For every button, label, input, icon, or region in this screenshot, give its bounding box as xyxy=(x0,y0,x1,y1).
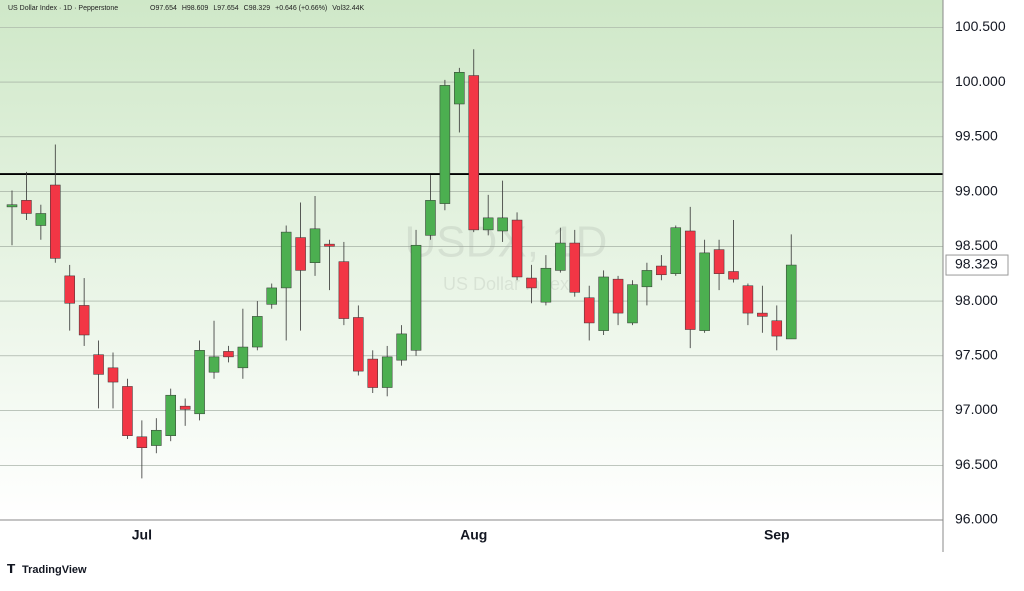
candle-body xyxy=(482,217,494,231)
x-tick-label: Aug xyxy=(460,527,487,543)
y-tick-label: 98.500 xyxy=(955,237,998,253)
candle-body xyxy=(367,358,378,388)
candle-body xyxy=(612,278,624,314)
candle-body xyxy=(425,200,436,236)
candle-body xyxy=(497,217,508,232)
candle-body xyxy=(194,350,205,415)
candle-body xyxy=(223,351,234,358)
y-tick-label: 97.500 xyxy=(955,346,998,362)
last-price-label: 98.329 xyxy=(955,256,998,272)
candle-body xyxy=(439,85,451,204)
y-tick-label: 99.500 xyxy=(955,128,998,144)
candle-body xyxy=(410,244,422,351)
candle-body xyxy=(6,204,18,208)
candle-body xyxy=(627,284,638,324)
candle-body xyxy=(670,227,682,274)
last-price-tag xyxy=(945,254,1009,276)
candle-body xyxy=(280,231,292,289)
candle-body xyxy=(771,320,783,337)
candle-body xyxy=(165,394,176,436)
candle-body xyxy=(208,356,220,373)
watermark-subtitle: US Dollar Index xyxy=(443,274,569,294)
candle-body xyxy=(598,276,609,331)
candle-body xyxy=(785,264,797,340)
candle-body xyxy=(151,429,162,446)
candle-body xyxy=(107,367,119,383)
candle-body xyxy=(136,436,148,448)
candle-body xyxy=(381,356,393,388)
candle-body xyxy=(64,275,75,304)
y-tick-label: 97.000 xyxy=(955,401,998,417)
y-tick-label: 100.000 xyxy=(955,73,1006,89)
candle-body xyxy=(21,200,32,214)
candle-body xyxy=(757,312,768,317)
candle-body xyxy=(569,242,581,293)
y-tick-label: 96.500 xyxy=(955,456,998,472)
candle-body xyxy=(684,230,696,330)
y-tick-label: 100.500 xyxy=(955,18,1006,34)
candle-body xyxy=(468,75,480,231)
candle-body xyxy=(526,277,537,289)
x-tick-label: Jul xyxy=(132,527,152,543)
brand-logo: 𝗧 xyxy=(7,562,16,576)
candle-body xyxy=(353,317,364,372)
candle-body xyxy=(324,243,335,247)
y-tick-label: 96.000 xyxy=(955,511,998,527)
candle-body xyxy=(35,213,47,226)
candle-body xyxy=(641,270,653,288)
candle-body xyxy=(742,285,754,314)
candle-body xyxy=(78,305,90,336)
candle-body xyxy=(540,267,552,303)
candle-body xyxy=(295,237,306,271)
header-value: +0.646 (+0.66%) xyxy=(275,5,327,12)
candle-body xyxy=(179,405,191,410)
candle-body xyxy=(338,261,350,319)
header-value: H98.609 xyxy=(182,5,209,12)
x-tick-label: Sep xyxy=(764,527,790,543)
candle-body xyxy=(309,228,321,263)
brand: TradingView xyxy=(22,564,87,576)
candle-body xyxy=(122,386,133,436)
y-tick-label: 99.000 xyxy=(955,182,998,198)
header-value: Vol32.44K xyxy=(332,5,364,12)
header-value: C98.329 xyxy=(244,5,271,12)
candle-body xyxy=(454,72,465,105)
candle-body xyxy=(583,297,595,324)
candle-body xyxy=(656,265,667,276)
candle-body xyxy=(93,354,104,375)
candle-body xyxy=(237,346,249,369)
candle-body xyxy=(50,184,61,259)
header: US Dollar Index · 1D · Pepperstone xyxy=(8,5,118,12)
candle-body xyxy=(728,271,739,280)
candle-body xyxy=(252,316,263,348)
candle-body xyxy=(396,333,407,361)
y-tick-label: 98.000 xyxy=(955,292,998,308)
candle-body xyxy=(266,287,277,305)
candle-body xyxy=(699,252,710,331)
header-value: O97.654 xyxy=(150,5,177,12)
candle-body xyxy=(713,249,725,274)
candle-body xyxy=(511,219,523,278)
candle-body xyxy=(555,242,566,271)
header-value: L97.654 xyxy=(213,5,238,12)
